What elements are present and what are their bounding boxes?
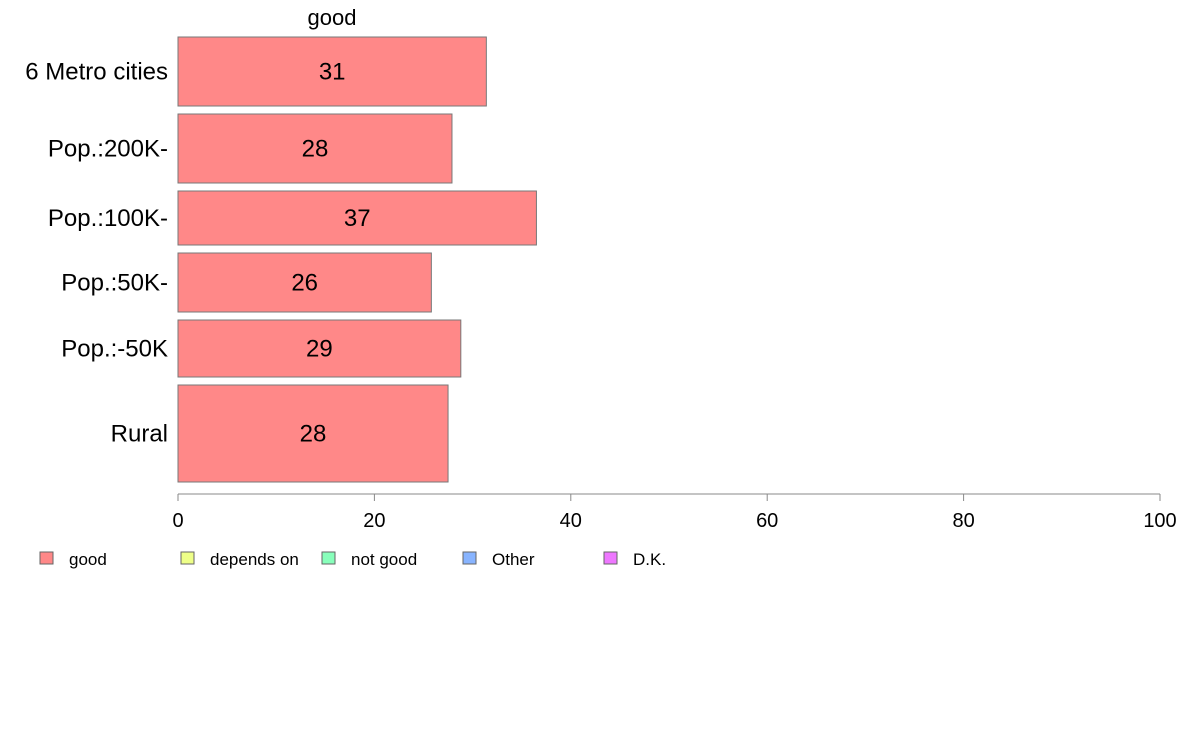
- legend-swatch: [603, 551, 618, 565]
- x-tick-label: 40: [560, 510, 582, 532]
- bar: [177, 190, 537, 246]
- category-label: Pop.:50K-: [61, 270, 168, 297]
- category-label: Pop.:-50K: [61, 336, 168, 363]
- bar-value-label: 28: [300, 421, 327, 448]
- legend-label: good: [69, 550, 107, 569]
- legend-label: Other: [492, 550, 535, 569]
- category-label: Pop.:100K-: [48, 205, 168, 232]
- bar-value-label: 28: [302, 136, 329, 163]
- category-label: Pop.:200K-: [48, 136, 168, 163]
- bar: [177, 384, 449, 483]
- legend-label: depends on: [210, 550, 299, 569]
- x-tick-label: 80: [952, 510, 974, 532]
- x-axis: 0 20 40 60 80 100: [172, 493, 1177, 532]
- legend-label: D.K.: [633, 550, 666, 569]
- x-tick-label: 0: [172, 510, 183, 532]
- bar: [177, 36, 487, 107]
- category-label: 6 Metro cities: [25, 59, 168, 86]
- legend-label: not good: [351, 550, 417, 569]
- legend-swatch: [321, 551, 336, 565]
- bar: [177, 319, 462, 378]
- x-tick-label: 100: [1143, 510, 1176, 532]
- bar-value-label: 29: [306, 336, 333, 363]
- bar: [177, 113, 453, 184]
- bar-value-label: 37: [344, 205, 371, 232]
- legend-swatch: [180, 551, 195, 565]
- bars-group: 31 6 Metro cities 28 Pop.:200K- 37 Pop.:100K-…: [25, 36, 537, 483]
- category-label: Rural: [111, 421, 168, 448]
- legend-swatch: [462, 551, 477, 565]
- legend-swatch: [39, 551, 54, 565]
- bar: [177, 252, 432, 313]
- bar-value-label: 26: [291, 270, 318, 297]
- legend: good depends on not good Other D.K.: [39, 550, 666, 569]
- chart-title: good: [308, 5, 357, 30]
- bar-value-label: 31: [319, 59, 346, 86]
- x-tick-label: 20: [363, 510, 385, 532]
- x-tick-label: 60: [756, 510, 778, 532]
